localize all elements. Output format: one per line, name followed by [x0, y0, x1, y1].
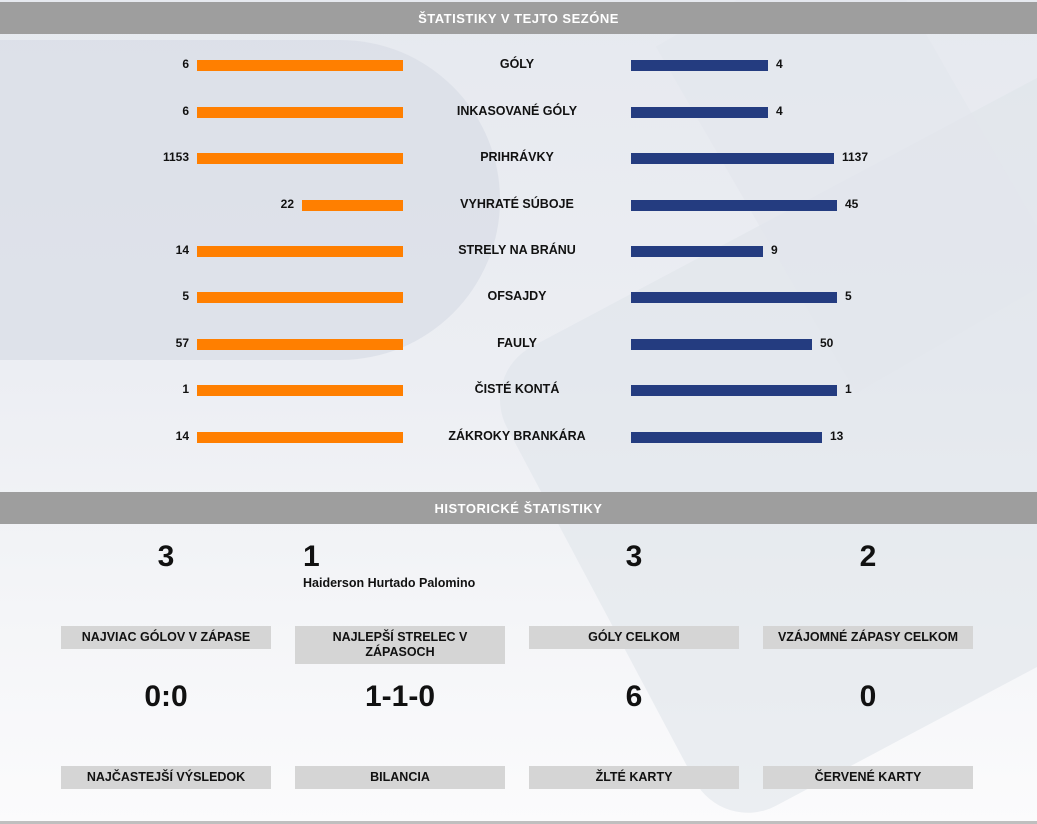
- stat-home-bar: [197, 153, 403, 164]
- stat-row: 14 ZÁKROKY BRANKÁRA 13: [0, 427, 1037, 447]
- history-stat-label: NAJČASTEJŠÍ VÝSLEDOK: [61, 766, 271, 789]
- stat-home-value: 14: [175, 243, 189, 257]
- stat-home-value: 1153: [162, 150, 189, 164]
- stat-home-value: 14: [175, 429, 189, 443]
- stat-label: ČISTÉ KONTÁ: [474, 382, 560, 396]
- stat-away-bar: [631, 385, 837, 396]
- stat-home-bar: [197, 385, 403, 396]
- stat-away-value: 1: [845, 382, 852, 396]
- history-stat: 6: [529, 680, 739, 714]
- stat-label: GÓLY: [499, 57, 535, 71]
- stat-home-bar: [197, 107, 403, 118]
- background-shape: [0, 40, 500, 360]
- history-stat-label: VZÁJOMNÉ ZÁPASY CELKOM: [763, 626, 973, 649]
- history-stat-label: GÓLY CELKOM: [529, 626, 739, 649]
- stat-away-bar: [631, 339, 812, 350]
- history-stat-value: 6: [625, 680, 643, 713]
- stat-away-bar: [631, 432, 822, 443]
- stat-away-bar: [631, 107, 768, 118]
- history-stat: 1-1-0: [295, 680, 505, 714]
- stat-away-bar: [631, 153, 834, 164]
- history-stat-label: NAJVIAC GÓLOV V ZÁPASE: [61, 626, 271, 649]
- history-stat-value: 2: [859, 540, 877, 573]
- stat-away-value: 5: [845, 289, 852, 303]
- stat-row: 22 VYHRATÉ SÚBOJE 45: [0, 195, 1037, 215]
- history-stat: 3: [529, 540, 739, 574]
- stat-away-value: 4: [776, 104, 783, 118]
- stat-away-value: 9: [771, 243, 778, 257]
- stat-home-value: 5: [182, 289, 189, 303]
- stat-home-value: 22: [280, 197, 294, 211]
- stat-row: 6 GÓLY 4: [0, 55, 1037, 75]
- stat-row: 5 OFSAJDY 5: [0, 287, 1037, 307]
- history-stat-value: 0:0: [144, 680, 188, 713]
- stat-label: ZÁKROKY BRANKÁRA: [448, 429, 586, 443]
- stat-home-bar: [197, 60, 403, 71]
- stat-away-value: 13: [830, 429, 844, 443]
- stat-away-value: 45: [845, 197, 859, 211]
- history-stat-label: ŽLTÉ KARTY: [529, 766, 739, 789]
- top-scorer-name: Haiderson Hurtado Palomino: [303, 576, 476, 590]
- stat-home-value: 6: [182, 104, 189, 118]
- history-stat: 1 Haiderson Hurtado Palomino: [295, 540, 505, 590]
- historical-stats-header: HISTORICKÉ ŠTATISTIKY: [0, 492, 1037, 524]
- stat-home-value: 6: [182, 57, 189, 71]
- stat-row: 57 FAULY 50: [0, 334, 1037, 354]
- stat-away-bar: [631, 292, 837, 303]
- bottom-divider: [0, 821, 1037, 824]
- stat-away-value: 1137: [842, 150, 869, 164]
- history-stat: 0:0: [61, 680, 271, 714]
- stat-away-bar: [631, 200, 837, 211]
- history-stat-value: 1-1-0: [364, 680, 436, 713]
- stat-home-bar: [197, 339, 403, 350]
- stat-away-value: 50: [820, 336, 834, 350]
- stat-row: 1 ČISTÉ KONTÁ 1: [0, 380, 1037, 400]
- history-stat-label: BILANCIA: [295, 766, 505, 789]
- stat-label: PRIHRÁVKY: [480, 150, 554, 164]
- history-stat: 2: [763, 540, 973, 574]
- season-stats-header: ŠTATISTIKY V TEJTO SEZÓNE: [0, 2, 1037, 34]
- stat-away-bar: [631, 60, 768, 71]
- stat-home-bar: [197, 246, 403, 257]
- history-stat: 0: [763, 680, 973, 714]
- stat-home-bar: [302, 200, 403, 211]
- stat-label: FAULY: [497, 336, 537, 350]
- history-stat-value: 3: [625, 540, 643, 573]
- stat-label: VYHRATÉ SÚBOJE: [460, 197, 574, 211]
- season-stats-title: ŠTATISTIKY V TEJTO SEZÓNE: [418, 10, 619, 26]
- stat-label: OFSAJDY: [487, 289, 547, 303]
- stat-row: 6 INKASOVANÉ GÓLY 4: [0, 102, 1037, 122]
- stat-home-value: 1: [182, 382, 189, 396]
- history-stat: 3: [61, 540, 271, 574]
- stat-home-bar: [197, 432, 403, 443]
- historical-stats-title: HISTORICKÉ ŠTATISTIKY: [434, 500, 603, 516]
- history-stat-value: 1: [303, 540, 320, 573]
- stat-home-bar: [197, 292, 403, 303]
- stat-home-value: 57: [175, 336, 189, 350]
- history-stat-label: ČERVENÉ KARTY: [763, 766, 973, 789]
- history-stat-label: NAJLEPŠÍ STRELEC V ZÁPASOCH: [295, 626, 505, 664]
- stat-row: 14 STRELY NA BRÁNU 9: [0, 241, 1037, 261]
- stat-away-value: 4: [776, 57, 783, 71]
- stat-label: INKASOVANÉ GÓLY: [456, 104, 578, 118]
- stat-label: STRELY NA BRÁNU: [458, 243, 576, 257]
- history-stat-value: 0: [859, 680, 877, 713]
- history-stat-value: 3: [157, 540, 175, 573]
- stat-row: 1153 PRIHRÁVKY 1137: [0, 148, 1037, 168]
- stat-away-bar: [631, 246, 763, 257]
